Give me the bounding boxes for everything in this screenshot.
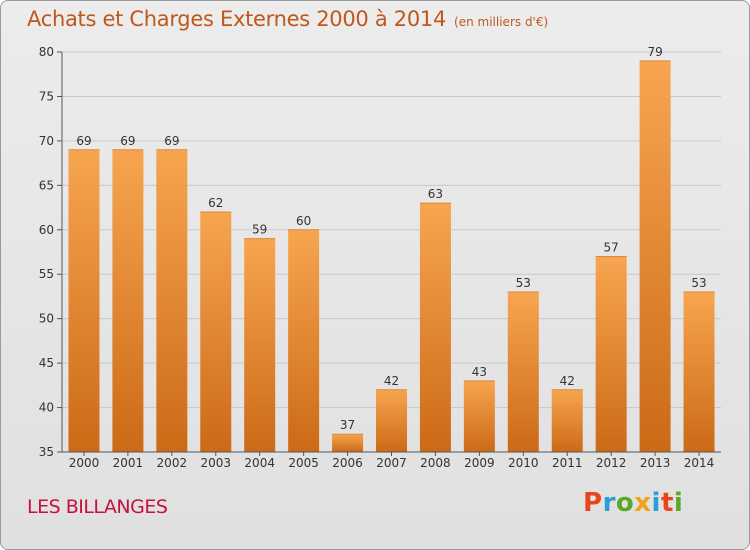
bar-2009 (463, 380, 495, 452)
data-label-2010: 53 (516, 276, 531, 290)
chart-title-main: Achats et Charges Externes 2000 à 2014 (27, 7, 447, 31)
y-tick-label: 80 (39, 45, 54, 59)
y-tick-label: 75 (39, 89, 54, 103)
x-tick-label-2011: 2011 (552, 456, 583, 470)
data-label-2003: 62 (208, 196, 223, 210)
data-label-2012: 57 (604, 240, 619, 254)
x-tick-label-2012: 2012 (596, 456, 627, 470)
x-tick-label-2006: 2006 (332, 456, 363, 470)
logo-letter: o (615, 488, 635, 518)
data-label-2007: 42 (384, 374, 399, 388)
x-tick-label-2003: 2003 (200, 456, 231, 470)
logo-letter: x (634, 488, 652, 518)
logo-letter: r (602, 488, 616, 518)
x-tick-label-2000: 2000 (69, 456, 100, 470)
x-tick-label-2008: 2008 (420, 456, 451, 470)
bar-2013 (639, 60, 671, 453)
bar-2002 (156, 149, 188, 452)
y-tick-label: 35 (39, 445, 54, 459)
logo-letter: i (651, 488, 661, 518)
y-tick-label: 70 (39, 134, 54, 148)
data-label-2014: 53 (691, 276, 706, 290)
y-tick-label: 40 (39, 401, 54, 415)
y-tick-label: 55 (39, 267, 54, 281)
chart-title: Achats et Charges Externes 2000 à 2014 (e… (27, 7, 548, 31)
y-tick-label: 45 (39, 356, 54, 370)
x-tick-label-2002: 2002 (157, 456, 188, 470)
y-tick-label: 50 (39, 312, 54, 326)
bar-2000 (68, 149, 100, 452)
bar-2010 (507, 292, 539, 452)
bar-2004 (244, 238, 276, 452)
data-label-2001: 69 (120, 134, 135, 148)
y-tick-label: 60 (39, 223, 54, 237)
x-tick-label-2013: 2013 (640, 456, 671, 470)
x-tick-label-2005: 2005 (288, 456, 319, 470)
data-label-2009: 43 (472, 365, 487, 379)
logo-letter: P (583, 488, 603, 518)
bar-2008 (419, 203, 451, 452)
bar-2003 (200, 212, 232, 452)
x-tick-label-2007: 2007 (376, 456, 407, 470)
x-tick-label-2010: 2010 (508, 456, 539, 470)
data-label-2005: 60 (296, 214, 311, 228)
y-tick-label: 65 (39, 178, 54, 192)
bar-2014 (683, 292, 715, 452)
bar-2005 (288, 229, 320, 452)
x-tick-label-2001: 2001 (113, 456, 144, 470)
bar-2006 (332, 434, 364, 452)
data-label-2002: 69 (164, 134, 179, 148)
proxiti-logo: Proxiti (583, 488, 683, 518)
bar-2011 (551, 389, 583, 452)
chart-title-unit: (en milliers d'€) (454, 15, 549, 29)
commune-name: LES BILLANGES (27, 496, 168, 518)
data-label-2000: 69 (76, 134, 91, 148)
x-tick-label-2004: 2004 (244, 456, 275, 470)
x-tick-label-2014: 2014 (684, 456, 715, 470)
data-label-2006: 37 (340, 418, 355, 432)
data-label-2004: 59 (252, 223, 267, 237)
data-label-2011: 42 (560, 374, 575, 388)
data-label-2013: 79 (647, 45, 662, 59)
x-tick-label-2009: 2009 (464, 456, 495, 470)
bar-2007 (376, 389, 407, 452)
data-label-2008: 63 (428, 187, 443, 201)
bar-2001 (112, 149, 144, 452)
logo-letter: t (660, 488, 674, 518)
logo-letter: i (673, 488, 684, 518)
bar-2012 (595, 256, 627, 452)
